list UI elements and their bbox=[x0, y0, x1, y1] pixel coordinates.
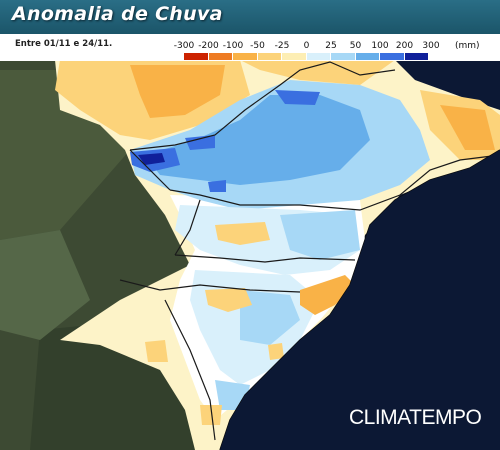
dry-northeast-core bbox=[440, 105, 495, 150]
wet-core-4 bbox=[275, 90, 320, 105]
legend-label-2: -100 bbox=[222, 41, 244, 51]
wet-core-2 bbox=[138, 153, 165, 165]
legend-label-1: -200 bbox=[198, 41, 219, 51]
dry-south-1 bbox=[205, 288, 252, 312]
legend-swatch-2 bbox=[233, 53, 257, 60]
map-title: Anomalia de Chuva bbox=[12, 3, 223, 25]
borders bbox=[119, 61, 500, 441]
legend-swatch-3 bbox=[257, 53, 281, 60]
dry-far-south bbox=[200, 405, 222, 425]
dry-south-west bbox=[145, 340, 168, 362]
legend-swatch-4 bbox=[282, 53, 306, 60]
title-bar bbox=[0, 0, 500, 34]
legend-swatch-8 bbox=[380, 53, 404, 60]
legend-swatch-7 bbox=[355, 53, 379, 60]
dry-northwest-core bbox=[130, 65, 225, 118]
legend-label-10: 300 bbox=[422, 41, 440, 51]
climatempo-logo: CLIMATEMPO bbox=[349, 406, 482, 429]
legend-unit: (mm) bbox=[455, 41, 480, 51]
legend-label-8: 100 bbox=[371, 41, 389, 51]
wet-south-mid bbox=[240, 290, 300, 345]
legend-label-4: -25 bbox=[274, 41, 290, 51]
legend-swatch-1 bbox=[208, 53, 232, 60]
legend-label-6: 25 bbox=[325, 41, 337, 51]
dry-north bbox=[240, 60, 395, 85]
legend-label-9: 200 bbox=[395, 41, 414, 51]
legend-swatch-5 bbox=[306, 53, 330, 60]
legend-label-0: -300 bbox=[173, 41, 195, 51]
legend-label-3: -50 bbox=[250, 41, 265, 51]
wet-central-strong bbox=[145, 95, 370, 185]
wet-core-3 bbox=[185, 135, 215, 150]
period-label: Entre 01/11 e 24/11. bbox=[15, 39, 113, 49]
dry-south-east bbox=[300, 275, 355, 315]
legend-swatch-9 bbox=[404, 53, 428, 60]
legend-label-7: 50 bbox=[349, 41, 362, 51]
legend-label-5: 0 bbox=[303, 41, 310, 51]
legend-swatch-6 bbox=[331, 53, 355, 60]
ocean-east bbox=[220, 150, 500, 450]
dry-south-point bbox=[268, 343, 284, 360]
legend-swatch-0 bbox=[184, 53, 208, 60]
land-shade-3 bbox=[0, 230, 90, 340]
wet-core-5 bbox=[208, 180, 226, 192]
dry-center-south bbox=[215, 222, 270, 245]
wet-east-coast bbox=[280, 210, 360, 260]
